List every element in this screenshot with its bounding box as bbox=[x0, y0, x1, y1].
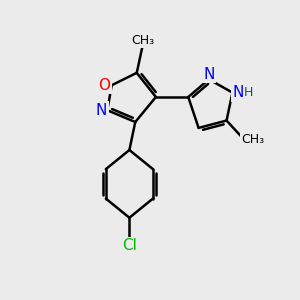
Text: O: O bbox=[98, 78, 110, 93]
Text: Cl: Cl bbox=[122, 238, 137, 253]
Text: CH₃: CH₃ bbox=[242, 133, 265, 146]
Text: N: N bbox=[96, 103, 107, 118]
Text: H: H bbox=[244, 86, 253, 99]
Text: N: N bbox=[203, 67, 214, 82]
Text: N: N bbox=[232, 85, 244, 100]
Text: CH₃: CH₃ bbox=[131, 34, 154, 47]
